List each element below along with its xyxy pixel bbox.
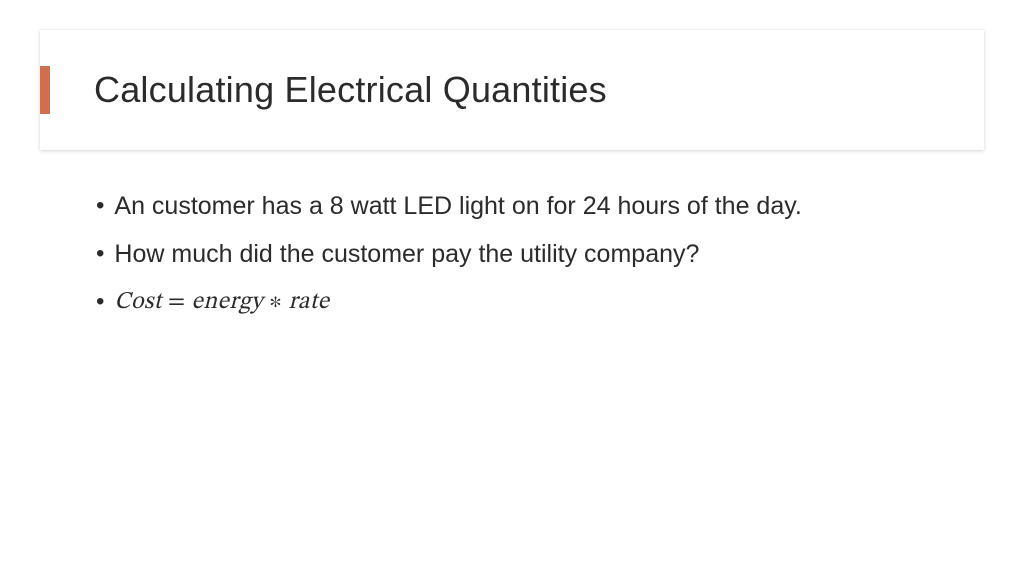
bullet-text: How much did the customer pay the utilit…	[114, 238, 699, 272]
bullet-marker: •	[96, 190, 104, 222]
bullet-text: An customer has a 8 watt LED light on fo…	[114, 190, 801, 224]
bullet-item: • How much did the customer pay the util…	[96, 238, 944, 272]
title-header-box: Calculating Electrical Quantities	[40, 30, 984, 150]
math-equals: =	[168, 290, 186, 314]
math-equation: Cost =energy∗rate	[114, 286, 329, 318]
bullet-item: • An customer has a 8 watt LED light on …	[96, 190, 944, 224]
math-lhs: Cost	[114, 290, 161, 314]
math-rhs2: rate	[288, 290, 329, 314]
slide-content: • An customer has a 8 watt LED light on …	[96, 190, 944, 332]
slide: Calculating Electrical Quantities • An c…	[0, 0, 1024, 576]
slide-title: Calculating Electrical Quantities	[94, 69, 607, 111]
bullet-marker: •	[96, 238, 104, 270]
bullet-marker: •	[96, 286, 104, 318]
accent-bar	[40, 66, 50, 114]
math-rhs1: energy	[192, 290, 263, 314]
bullet-item: • Cost =energy∗rate	[96, 286, 944, 318]
math-op: ∗	[269, 290, 282, 314]
